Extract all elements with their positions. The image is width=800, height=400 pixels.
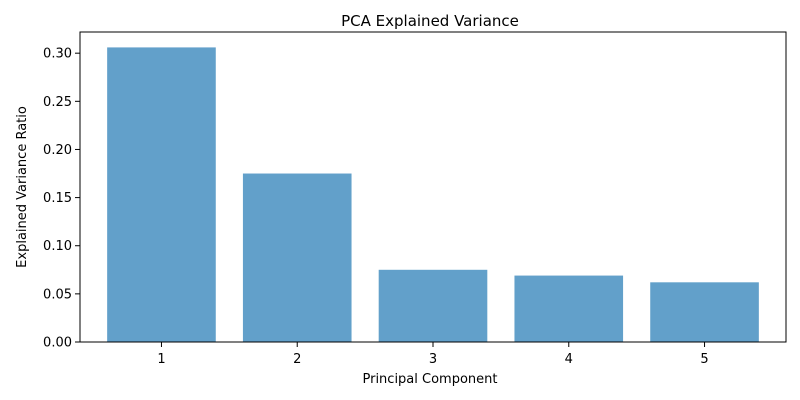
x-tick-label: 1	[157, 352, 165, 367]
bar-component-3	[378, 269, 488, 342]
y-tick-label: 0.30	[43, 47, 72, 62]
chart-title: PCA Explained Variance	[341, 12, 519, 30]
bar-component-1	[107, 47, 216, 343]
bar-component-4	[514, 275, 624, 342]
x-tick-label: 4	[565, 352, 573, 367]
y-tick-label: 0.15	[43, 191, 72, 206]
y-tick-label: 0.10	[43, 239, 72, 254]
bar-component-2	[242, 173, 352, 342]
y-axis-label: Explained Variance Ratio	[15, 106, 30, 268]
x-axis-ticks: 1 2 3 4 5	[157, 342, 709, 367]
x-axis-label: Principal Component	[362, 372, 497, 387]
bars-layer	[107, 47, 759, 343]
x-tick-label: 5	[700, 352, 708, 367]
bar-component-5	[650, 282, 759, 342]
y-tick-label: 0.05	[43, 287, 72, 302]
y-axis-ticks: 0.00 0.05 0.10 0.15 0.20 0.25 0.30	[43, 47, 80, 351]
y-tick-label: 0.25	[43, 95, 72, 110]
plot-frame	[79, 31, 787, 343]
x-tick-label: 2	[293, 352, 301, 367]
y-tick-label: 0.00	[43, 336, 72, 351]
x-tick-label: 3	[429, 352, 437, 367]
y-tick-label: 0.20	[43, 143, 72, 158]
